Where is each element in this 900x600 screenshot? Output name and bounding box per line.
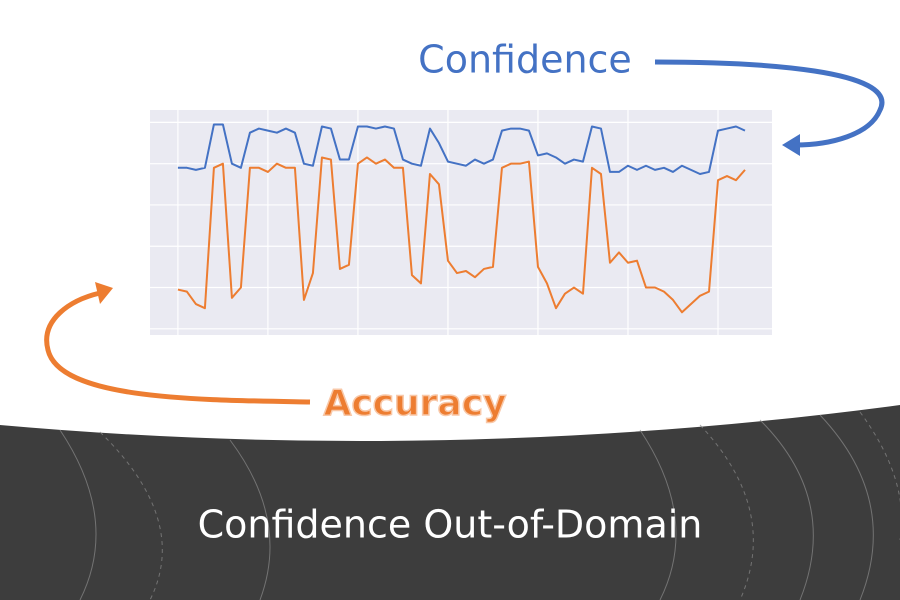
plot-area <box>150 110 772 335</box>
decor-arcs <box>59 411 900 600</box>
arrowhead <box>95 282 113 304</box>
accuracy-label: Accuracy <box>323 383 506 424</box>
slide-title: Confidence Out-of-Domain <box>198 503 703 547</box>
arrowhead <box>782 134 800 156</box>
accuracy-arrow <box>44 290 311 405</box>
confidence-arrow <box>654 59 885 148</box>
confidence-label: Confidence <box>418 38 632 82</box>
plot <box>150 110 772 335</box>
series-line <box>177 156 746 314</box>
series-line <box>177 123 746 175</box>
